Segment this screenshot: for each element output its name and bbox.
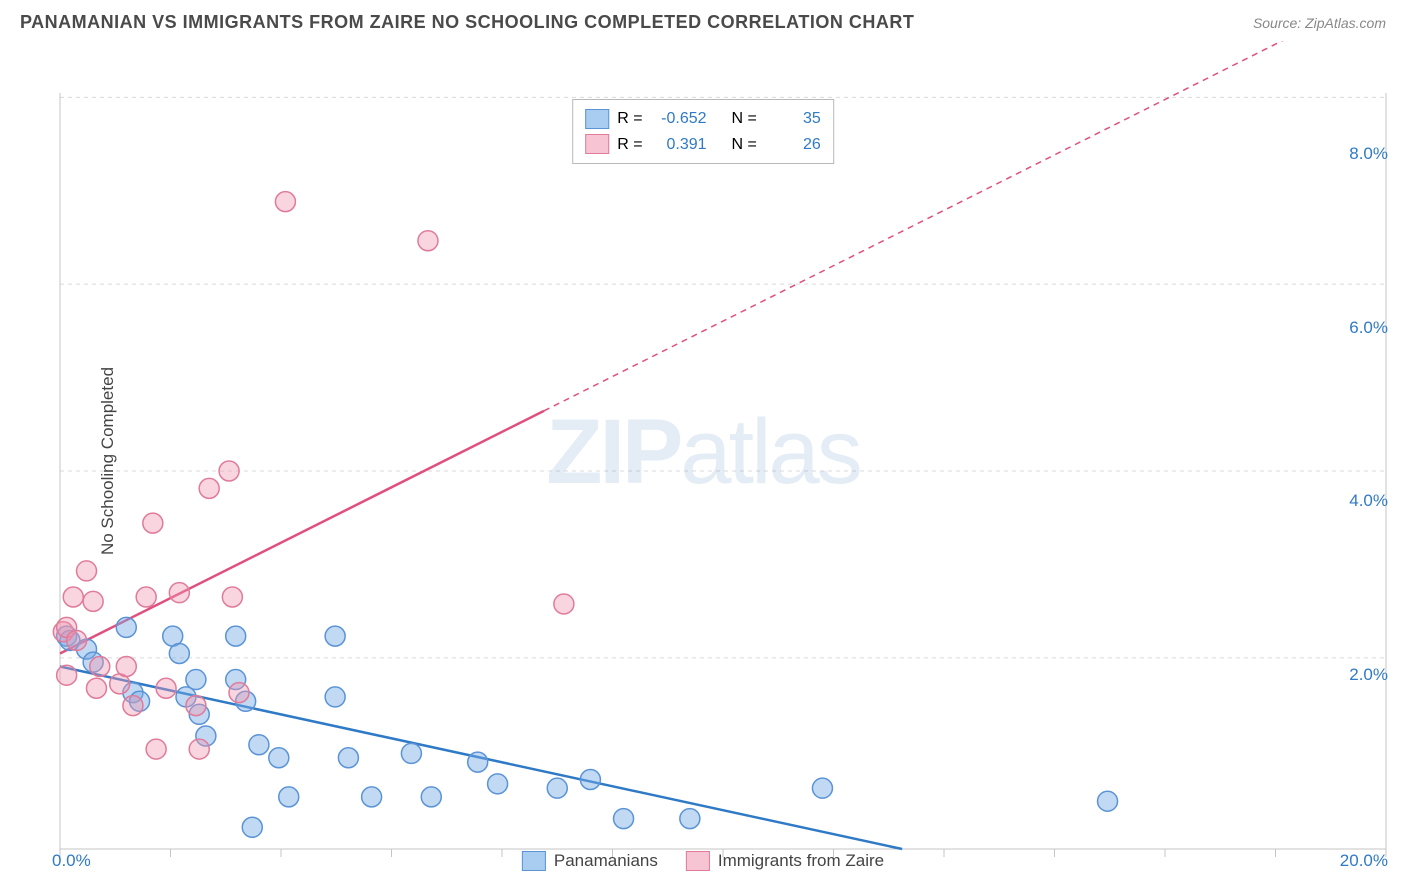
- legend-item-zaire: Immigrants from Zaire: [686, 851, 884, 871]
- chart-area: ZIPatlas No Schooling Completed 2.0%4.0%…: [0, 41, 1406, 881]
- swatch-zaire: [686, 851, 710, 871]
- swatch-panamanians: [522, 851, 546, 871]
- legend-item-panamanians: Panamanians: [522, 851, 658, 871]
- scatter-plot-svg: [0, 41, 1406, 881]
- y-tick-label: 2.0%: [1349, 665, 1388, 685]
- x-tick-start: 0.0%: [52, 851, 91, 871]
- source-attribution: Source: ZipAtlas.com: [1253, 15, 1386, 31]
- bottom-legend: Panamanians Immigrants from Zaire: [522, 851, 884, 871]
- x-tick-end: 20.0%: [1340, 851, 1388, 871]
- swatch-panamanians: [585, 109, 609, 129]
- stats-legend-box: R = -0.652 N = 35 R = 0.391 N = 26: [572, 99, 834, 164]
- stats-row-zaire: R = 0.391 N = 26: [585, 132, 821, 158]
- stats-row-panamanians: R = -0.652 N = 35: [585, 106, 821, 132]
- swatch-zaire: [585, 134, 609, 154]
- y-tick-label: 4.0%: [1349, 491, 1388, 511]
- y-tick-label: 6.0%: [1349, 318, 1388, 338]
- y-tick-label: 8.0%: [1349, 144, 1388, 164]
- y-axis-label: No Schooling Completed: [98, 367, 118, 555]
- chart-title: PANAMANIAN VS IMMIGRANTS FROM ZAIRE NO S…: [20, 12, 914, 33]
